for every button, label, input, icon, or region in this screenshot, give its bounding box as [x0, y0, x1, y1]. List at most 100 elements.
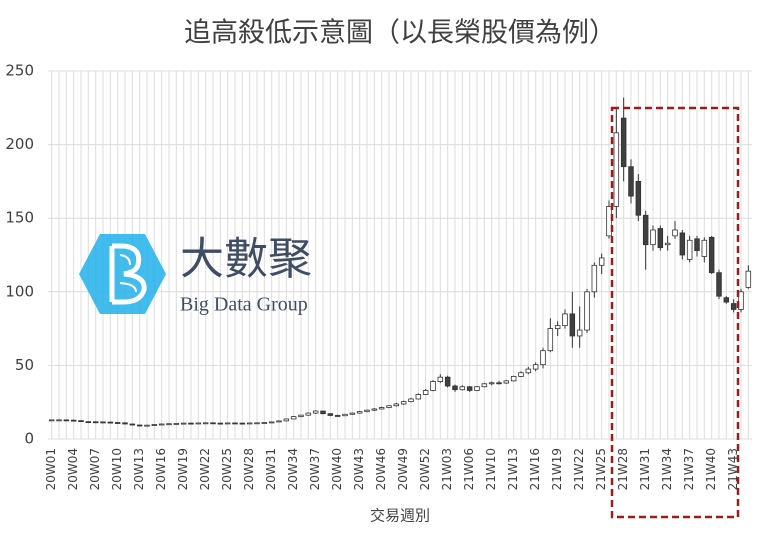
- candle-body: [613, 132, 620, 207]
- x-tick-label: 20W34: [286, 448, 300, 490]
- candle-body: [158, 423, 165, 426]
- candle-body: [452, 385, 458, 391]
- candle-body: [342, 413, 348, 417]
- candle-body: [129, 423, 136, 426]
- candle-body: [85, 421, 92, 424]
- candle-body: [598, 257, 605, 266]
- x-tick-label: 20W16: [154, 448, 168, 490]
- candle-body: [232, 422, 238, 425]
- x-tick-label: 21W22: [572, 448, 586, 490]
- candle-body: [48, 419, 55, 422]
- y-tick-label: 200: [5, 135, 34, 153]
- candle-body: [496, 382, 502, 385]
- candle-body: [408, 398, 414, 403]
- x-tick-label: 20W40: [330, 448, 344, 490]
- x-tick-label: 20W43: [352, 448, 366, 490]
- candle-body: [430, 381, 436, 391]
- candle-body: [701, 239, 708, 257]
- candle-body: [210, 422, 216, 425]
- candle-body: [254, 422, 260, 425]
- candle-body: [364, 409, 370, 413]
- candle-body: [56, 419, 62, 422]
- candle-body: [217, 422, 224, 425]
- candle-body: [393, 403, 400, 407]
- x-tick-label: 20W10: [110, 448, 124, 490]
- candle-body: [386, 405, 392, 408]
- x-tick-label: 21W19: [550, 448, 564, 490]
- candle-body: [70, 419, 77, 422]
- x-tick-label: 21W37: [682, 448, 696, 490]
- x-tick-label: 20W31: [264, 448, 278, 490]
- x-tick-label: 21W34: [660, 448, 674, 490]
- candle-body: [745, 270, 752, 288]
- candle-body: [305, 412, 312, 416]
- candle-body: [481, 383, 488, 388]
- candle-body: [650, 229, 656, 246]
- candle-body: [459, 386, 466, 391]
- candle-body: [114, 422, 121, 424]
- candle-body: [261, 422, 268, 424]
- candle-body: [166, 423, 172, 426]
- candle-body: [349, 412, 356, 415]
- candle-body: [290, 416, 297, 420]
- candle-body: [525, 368, 532, 374]
- candle-body: [312, 410, 319, 414]
- candle-body: [202, 422, 209, 425]
- candle-body: [738, 291, 744, 310]
- candle-body: [78, 420, 84, 423]
- candle-body: [591, 264, 598, 293]
- x-tick-label: 21W16: [528, 448, 542, 490]
- x-tick-label: 21W25: [594, 448, 608, 490]
- x-tick-label: 20W52: [418, 448, 432, 490]
- candle-body: [356, 411, 363, 414]
- x-axis-label: 交易週別: [370, 507, 430, 525]
- candle-body: [694, 238, 700, 251]
- logo: 大數聚 Big Data Group: [79, 234, 312, 316]
- candle-body: [554, 325, 561, 330]
- logo-name-en: Big Data Group: [180, 294, 308, 316]
- candle-body: [723, 297, 730, 303]
- y-tick-label: 0: [24, 430, 34, 448]
- x-tick-label: 20W46: [374, 448, 388, 490]
- candle-body: [334, 415, 341, 417]
- candle-body: [180, 422, 187, 425]
- candle-body: [63, 419, 70, 422]
- x-tick-label: 21W40: [704, 448, 718, 490]
- x-tick-label: 20W07: [88, 448, 102, 490]
- x-tick-label: 21W31: [638, 448, 652, 490]
- candle-body: [679, 232, 686, 256]
- candle-body: [569, 313, 576, 337]
- candle-body: [239, 422, 246, 425]
- candle-body: [510, 376, 517, 382]
- candle-body: [195, 422, 202, 425]
- x-tick-label: 20W49: [396, 448, 410, 490]
- candle-body: [268, 421, 275, 424]
- candle-body: [327, 413, 334, 416]
- x-tick-label: 21W13: [506, 448, 520, 490]
- logo-name: 大數聚: [180, 234, 312, 285]
- x-tick-label: 20W13: [132, 448, 146, 490]
- logo-letter: [109, 243, 147, 305]
- x-tick-label: 20W04: [66, 448, 80, 490]
- candle-body: [584, 291, 590, 331]
- y-tick-label: 150: [5, 209, 34, 227]
- candle-body: [188, 422, 194, 425]
- candle-body: [576, 329, 583, 337]
- candle-body: [672, 229, 678, 237]
- candle-body: [488, 382, 495, 385]
- y-tick-label: 100: [5, 282, 34, 300]
- candle-body: [642, 214, 649, 246]
- y-tick-label: 250: [5, 62, 34, 80]
- candle-body: [136, 424, 143, 427]
- candle-body: [628, 166, 634, 197]
- candle-body: [320, 410, 326, 415]
- candle-body: [518, 372, 524, 377]
- x-tick-label: 20W19: [176, 448, 190, 490]
- candle-body: [606, 206, 612, 237]
- candle-body: [635, 180, 642, 216]
- candle-body: [686, 239, 693, 260]
- candle-body: [730, 303, 737, 310]
- candle-body: [378, 407, 385, 410]
- candle-body: [657, 228, 664, 249]
- candle-body: [532, 364, 539, 370]
